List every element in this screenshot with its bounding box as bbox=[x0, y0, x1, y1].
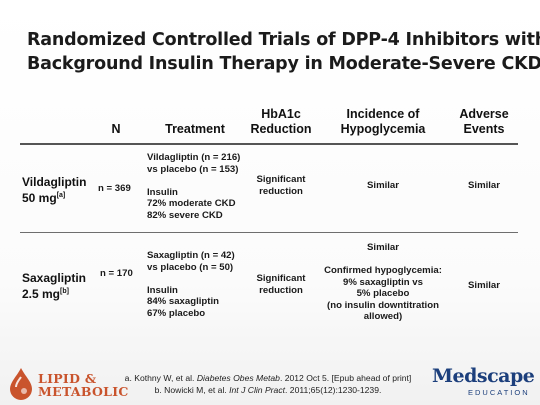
drug-dose-value: 2.5 mg bbox=[22, 287, 61, 301]
references: a. Kothny W, et al. Diabetes Obes Metab.… bbox=[108, 373, 428, 396]
reference-b-authors: b. Nowicki M, et al. bbox=[154, 384, 230, 395]
droplet-icon bbox=[10, 368, 32, 400]
treatment-line: Insulin bbox=[147, 284, 178, 296]
hba1c-line-2: reduction bbox=[259, 284, 303, 296]
treatment-line: 72% moderate CKD bbox=[147, 198, 236, 209]
treatment-line: 67% placebo bbox=[147, 307, 206, 319]
header-hypo-line-2: Hypoglycemia bbox=[340, 122, 426, 136]
row-saxagliptin-adverse-events: Similar bbox=[468, 280, 500, 291]
drug-dose: 50 mg[a] bbox=[22, 190, 86, 206]
reference-b-details: . 2011;65(12):1230-1239. bbox=[285, 384, 382, 395]
logo-lm-line-2: METABOLIC bbox=[38, 384, 129, 399]
drug-dose: 2.5 mg[b] bbox=[22, 286, 86, 302]
treatment-line: 82% severe CKD bbox=[147, 209, 223, 221]
row-saxagliptin-treatment: Saxagliptin (n = 42) vs placebo (n = 50)… bbox=[147, 250, 235, 319]
row-divider bbox=[20, 232, 518, 233]
reference-marker: [a] bbox=[56, 192, 66, 199]
row-vildagliptin-adverse-events: Similar bbox=[468, 180, 500, 191]
reference-a-authors: a. Kothny W, et al. bbox=[124, 373, 197, 383]
hba1c-line-1: Significant bbox=[256, 273, 306, 284]
hypo-line: Similar bbox=[367, 242, 399, 253]
title-line-2: Background Insulin Therapy in Moderate-S… bbox=[27, 54, 540, 74]
header-adverse-events: Adverse Events bbox=[446, 107, 522, 137]
row-vildagliptin-hba1c: Significant reduction bbox=[246, 174, 316, 197]
hypo-line: 9% saxagliptin vs bbox=[343, 276, 423, 288]
logo-lm-line-1: LIPID & bbox=[38, 371, 97, 386]
medscape-wordmark: Medscape bbox=[432, 365, 535, 387]
hypo-line: 5% placebo bbox=[356, 288, 410, 299]
treatment-line: vs placebo (n = 153) bbox=[147, 163, 239, 175]
drug-dose-value: 50 mg bbox=[22, 191, 57, 205]
reference-a-details: . 2012 Oct 5. [Epub ahead of print] bbox=[279, 373, 412, 383]
row-saxagliptin-hba1c: Significant reduction bbox=[246, 273, 316, 296]
hypo-spacer bbox=[318, 254, 448, 266]
reference-b: b. Nowicki M, et al. Int J Clin Pract. 2… bbox=[108, 385, 428, 397]
reference-a-journal: Diabetes Obes Metab bbox=[196, 373, 280, 383]
header-n: N bbox=[111, 122, 121, 136]
row-vildagliptin-drug: Vildagliptin 50 mg[a] bbox=[22, 174, 86, 206]
row-vildagliptin-n: n = 369 bbox=[98, 183, 131, 194]
header-ae-line-2: Events bbox=[463, 122, 505, 136]
drug-name: Vildagliptin bbox=[22, 175, 87, 189]
treatment-line: 84% saxagliptin bbox=[147, 296, 219, 307]
hypo-line: Confirmed hypoglycemia: bbox=[324, 265, 442, 276]
page-title: Randomized Controlled Trials of DPP-4 In… bbox=[27, 28, 540, 76]
header-hypoglycemia: Incidence of Hypoglycemia bbox=[318, 107, 448, 137]
treatment-line: Vildagliptin (n = 216) bbox=[147, 152, 241, 163]
header-hypo-line-1: Incidence of bbox=[346, 107, 420, 121]
hypo-line: allowed) bbox=[363, 311, 403, 322]
hba1c-line-1: Significant bbox=[256, 174, 306, 185]
header-rule bbox=[20, 143, 518, 145]
treatment-line: Insulin bbox=[147, 186, 178, 198]
medscape-education-logo: Medscape EDUCATION bbox=[432, 365, 538, 403]
header-hba1c-line-2: Reduction bbox=[250, 122, 312, 136]
header-ae-line-1: Adverse bbox=[459, 107, 509, 121]
header-treatment: Treatment bbox=[165, 122, 225, 136]
treatment-spacer bbox=[147, 175, 240, 187]
hba1c-line-2: reduction bbox=[259, 185, 303, 197]
lipid-metabolic-logo: LIPID & METABOLIC bbox=[4, 366, 128, 400]
row-saxagliptin-hypoglycemia: Similar Confirmed hypoglycemia: 9% saxag… bbox=[318, 242, 448, 323]
reference-a: a. Kothny W, et al. Diabetes Obes Metab.… bbox=[108, 373, 428, 385]
treatment-line: Saxagliptin (n = 42) bbox=[147, 250, 235, 261]
drug-name: Saxagliptin bbox=[22, 271, 87, 285]
title-line-1: Randomized Controlled Trials of DPP-4 In… bbox=[27, 30, 540, 50]
row-vildagliptin-hypoglycemia: Similar bbox=[367, 180, 399, 191]
treatment-spacer bbox=[147, 273, 235, 285]
reference-b-journal: Int J Clin Pract bbox=[229, 384, 286, 395]
row-saxagliptin-drug: Saxagliptin 2.5 mg[b] bbox=[22, 270, 86, 302]
reference-marker: [b] bbox=[60, 288, 69, 295]
header-hba1c-line-1: HbA1c bbox=[261, 107, 301, 121]
hypo-line: (no insulin downtitration bbox=[327, 299, 439, 311]
row-vildagliptin-treatment: Vildagliptin (n = 216) vs placebo (n = 1… bbox=[147, 152, 240, 221]
row-saxagliptin-n: n = 170 bbox=[100, 268, 133, 279]
treatment-line: vs placebo (n = 50) bbox=[147, 261, 234, 273]
header-hba1c: HbA1c Reduction bbox=[244, 107, 318, 137]
education-label: EDUCATION bbox=[468, 388, 530, 397]
